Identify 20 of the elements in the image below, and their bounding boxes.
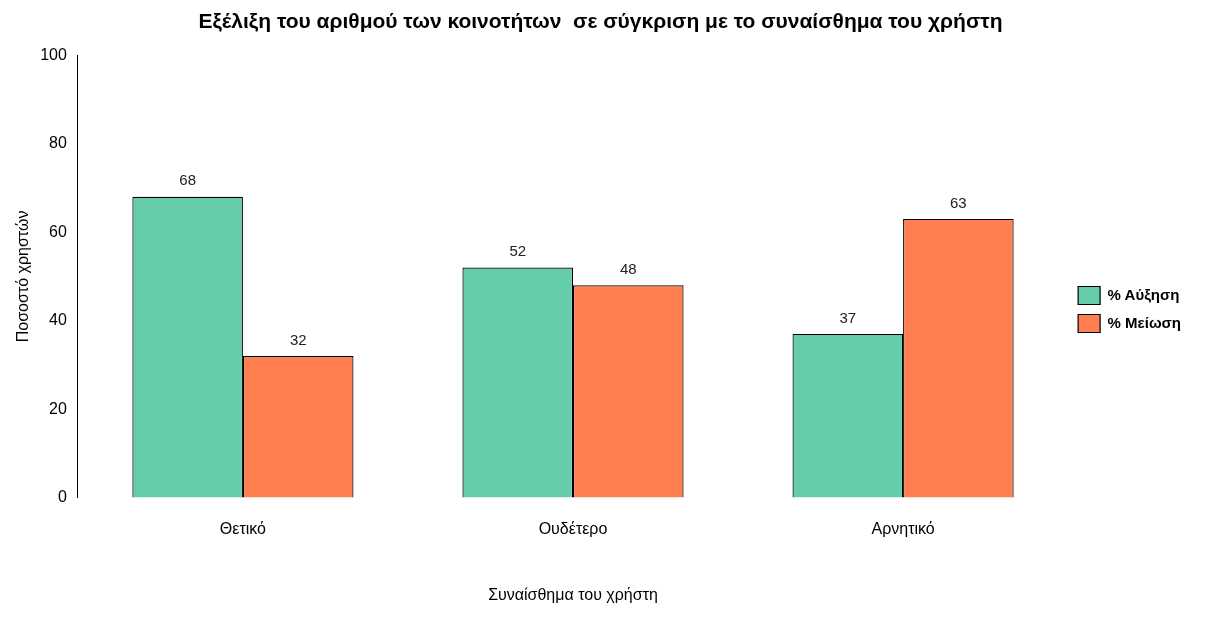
x-axis-title: Συναίσθημα του χρήστη [488,585,658,603]
y-tick-label: 0 [57,488,67,506]
x-tick-label: Θετικό [219,519,267,537]
y-tick-label: 40 [49,311,67,329]
x-tick-label: Αρνητικό [871,519,935,537]
y-axis-title: Ποσοστό χρηστών [14,210,32,343]
y-tick-label: 60 [49,222,67,240]
legend-label: % Αύξηση [1107,285,1180,303]
chart-title: Εξέλιξη του αριθμού των κοινοτήτων σε σύγκριση με το συναίσθημα του χρήστη [198,9,1003,33]
data-label: 48 [619,259,637,277]
data-label: 52 [509,242,527,260]
data-label: 63 [950,193,967,211]
x-tick-label: Ουδέτερο [538,519,608,537]
y-tick-label: 100 [40,45,67,63]
legend-label: % Μείωση [1107,313,1182,331]
y-tick-label: 80 [49,134,67,152]
data-label: 32 [289,330,307,348]
data-label: 37 [839,308,857,326]
data-label: 68 [179,171,196,189]
y-tick-label: 20 [49,399,67,417]
